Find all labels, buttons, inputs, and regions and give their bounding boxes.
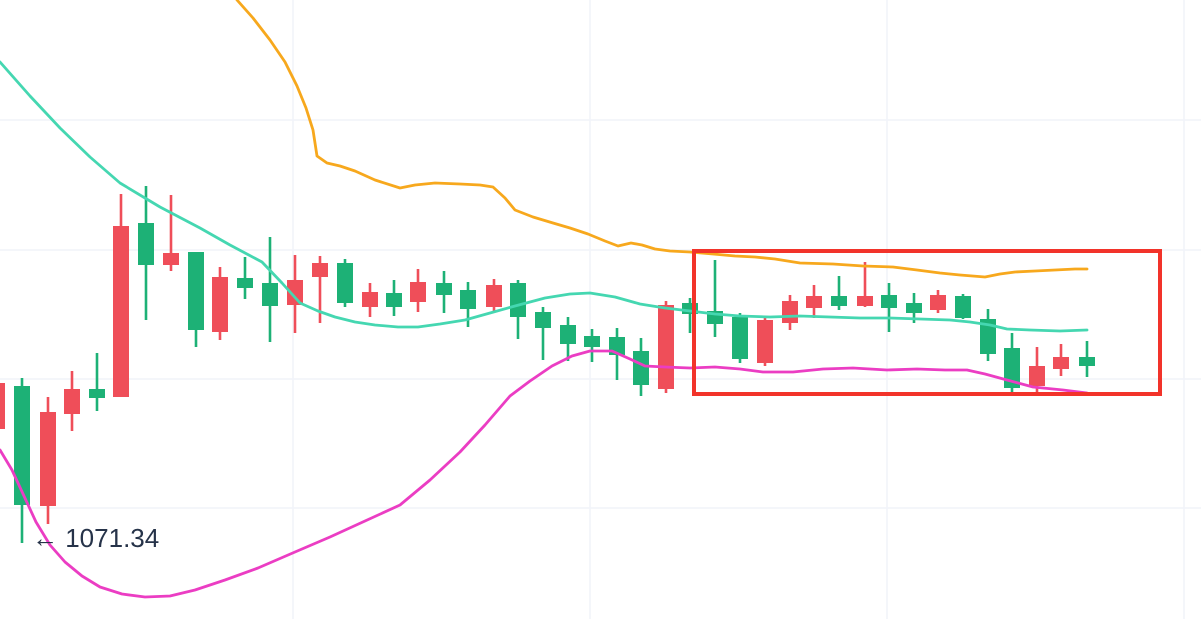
candle-body bbox=[1079, 357, 1095, 366]
candle-body bbox=[163, 253, 179, 265]
candle-down bbox=[757, 316, 773, 366]
candle-body bbox=[682, 303, 698, 314]
candle-down bbox=[658, 301, 674, 393]
candle-body bbox=[584, 336, 600, 347]
candle-body bbox=[262, 283, 278, 306]
candles-layer bbox=[0, 186, 1095, 543]
highlight-rectangle[interactable] bbox=[692, 249, 1162, 396]
candle-body bbox=[113, 226, 129, 397]
candle-up bbox=[535, 307, 551, 360]
candle-up bbox=[560, 317, 576, 361]
candle-body bbox=[14, 386, 30, 505]
bollinger-bands-layer bbox=[0, 0, 1089, 599]
candle-body bbox=[955, 296, 971, 318]
candle-up bbox=[14, 378, 30, 543]
candle-down bbox=[64, 371, 80, 431]
candle-up bbox=[831, 276, 847, 310]
candle-body bbox=[460, 290, 476, 309]
candle-up bbox=[138, 186, 154, 320]
candle-down bbox=[212, 267, 228, 340]
candle-up bbox=[682, 298, 698, 333]
candle-body bbox=[386, 293, 402, 307]
candle-body bbox=[1029, 366, 1045, 386]
candle-down bbox=[410, 269, 426, 312]
upper-band-line bbox=[235, 0, 1089, 279]
candle-down bbox=[930, 290, 946, 313]
candle-down bbox=[806, 285, 822, 318]
candle-up bbox=[337, 259, 353, 307]
candle-body bbox=[237, 278, 253, 288]
candle-body bbox=[89, 389, 105, 398]
candle-body bbox=[633, 351, 649, 385]
candle-up bbox=[1004, 333, 1020, 395]
candle-body bbox=[337, 263, 353, 303]
candle-down bbox=[113, 194, 129, 397]
candle-up bbox=[732, 313, 748, 363]
candle-body bbox=[510, 283, 526, 317]
candle-body bbox=[980, 319, 996, 354]
candle-up bbox=[510, 280, 526, 339]
candle-body bbox=[757, 320, 773, 363]
candle-body bbox=[40, 412, 56, 506]
lower-band-line bbox=[0, 349, 1089, 599]
candle-body bbox=[188, 252, 204, 330]
candle-body bbox=[732, 317, 748, 359]
candle-body bbox=[782, 301, 798, 323]
candle-down bbox=[287, 255, 303, 333]
candle-body bbox=[857, 296, 873, 306]
candle-body bbox=[312, 263, 328, 277]
candle-body bbox=[881, 295, 897, 308]
candle-body bbox=[287, 280, 303, 305]
candle-body bbox=[362, 292, 378, 307]
candle-down bbox=[1029, 347, 1045, 392]
candle-up bbox=[89, 353, 105, 411]
annotations-layer bbox=[692, 249, 1162, 396]
candle-down bbox=[486, 279, 502, 311]
price-annotation[interactable]: ← 1071.34 bbox=[32, 523, 159, 553]
candle-body bbox=[410, 282, 426, 302]
candle-body bbox=[138, 223, 154, 265]
candle-up bbox=[707, 260, 723, 337]
candle-body bbox=[436, 283, 452, 295]
candle-up bbox=[881, 283, 897, 332]
candle-body bbox=[64, 389, 80, 414]
candle-down bbox=[857, 262, 873, 307]
candle-up bbox=[980, 309, 996, 361]
candle-body bbox=[906, 303, 922, 313]
candle-body bbox=[658, 305, 674, 389]
middle-band-line bbox=[0, 60, 1089, 333]
candle-down bbox=[0, 383, 5, 429]
candle-up bbox=[237, 257, 253, 299]
candle-body bbox=[930, 295, 946, 310]
candle-down bbox=[163, 195, 179, 271]
candle-down bbox=[782, 295, 798, 330]
candle-body bbox=[560, 325, 576, 344]
candle-up bbox=[1079, 341, 1095, 377]
candle-down bbox=[1053, 344, 1069, 376]
candle-up bbox=[436, 271, 452, 313]
candle-body bbox=[212, 277, 228, 332]
candle-down bbox=[362, 283, 378, 317]
candle-up bbox=[262, 237, 278, 342]
candle-body bbox=[1053, 357, 1069, 369]
candle-up bbox=[955, 294, 971, 319]
candle-up bbox=[386, 280, 402, 316]
candle-body bbox=[486, 285, 502, 307]
candle-down bbox=[40, 397, 56, 524]
candle-up bbox=[584, 329, 600, 362]
candle-body bbox=[831, 296, 847, 306]
candle-up bbox=[633, 338, 649, 396]
candle-up bbox=[188, 252, 204, 347]
candle-body bbox=[0, 383, 5, 429]
candle-body bbox=[806, 296, 822, 308]
candle-body bbox=[535, 312, 551, 328]
candle-body bbox=[1004, 348, 1020, 388]
